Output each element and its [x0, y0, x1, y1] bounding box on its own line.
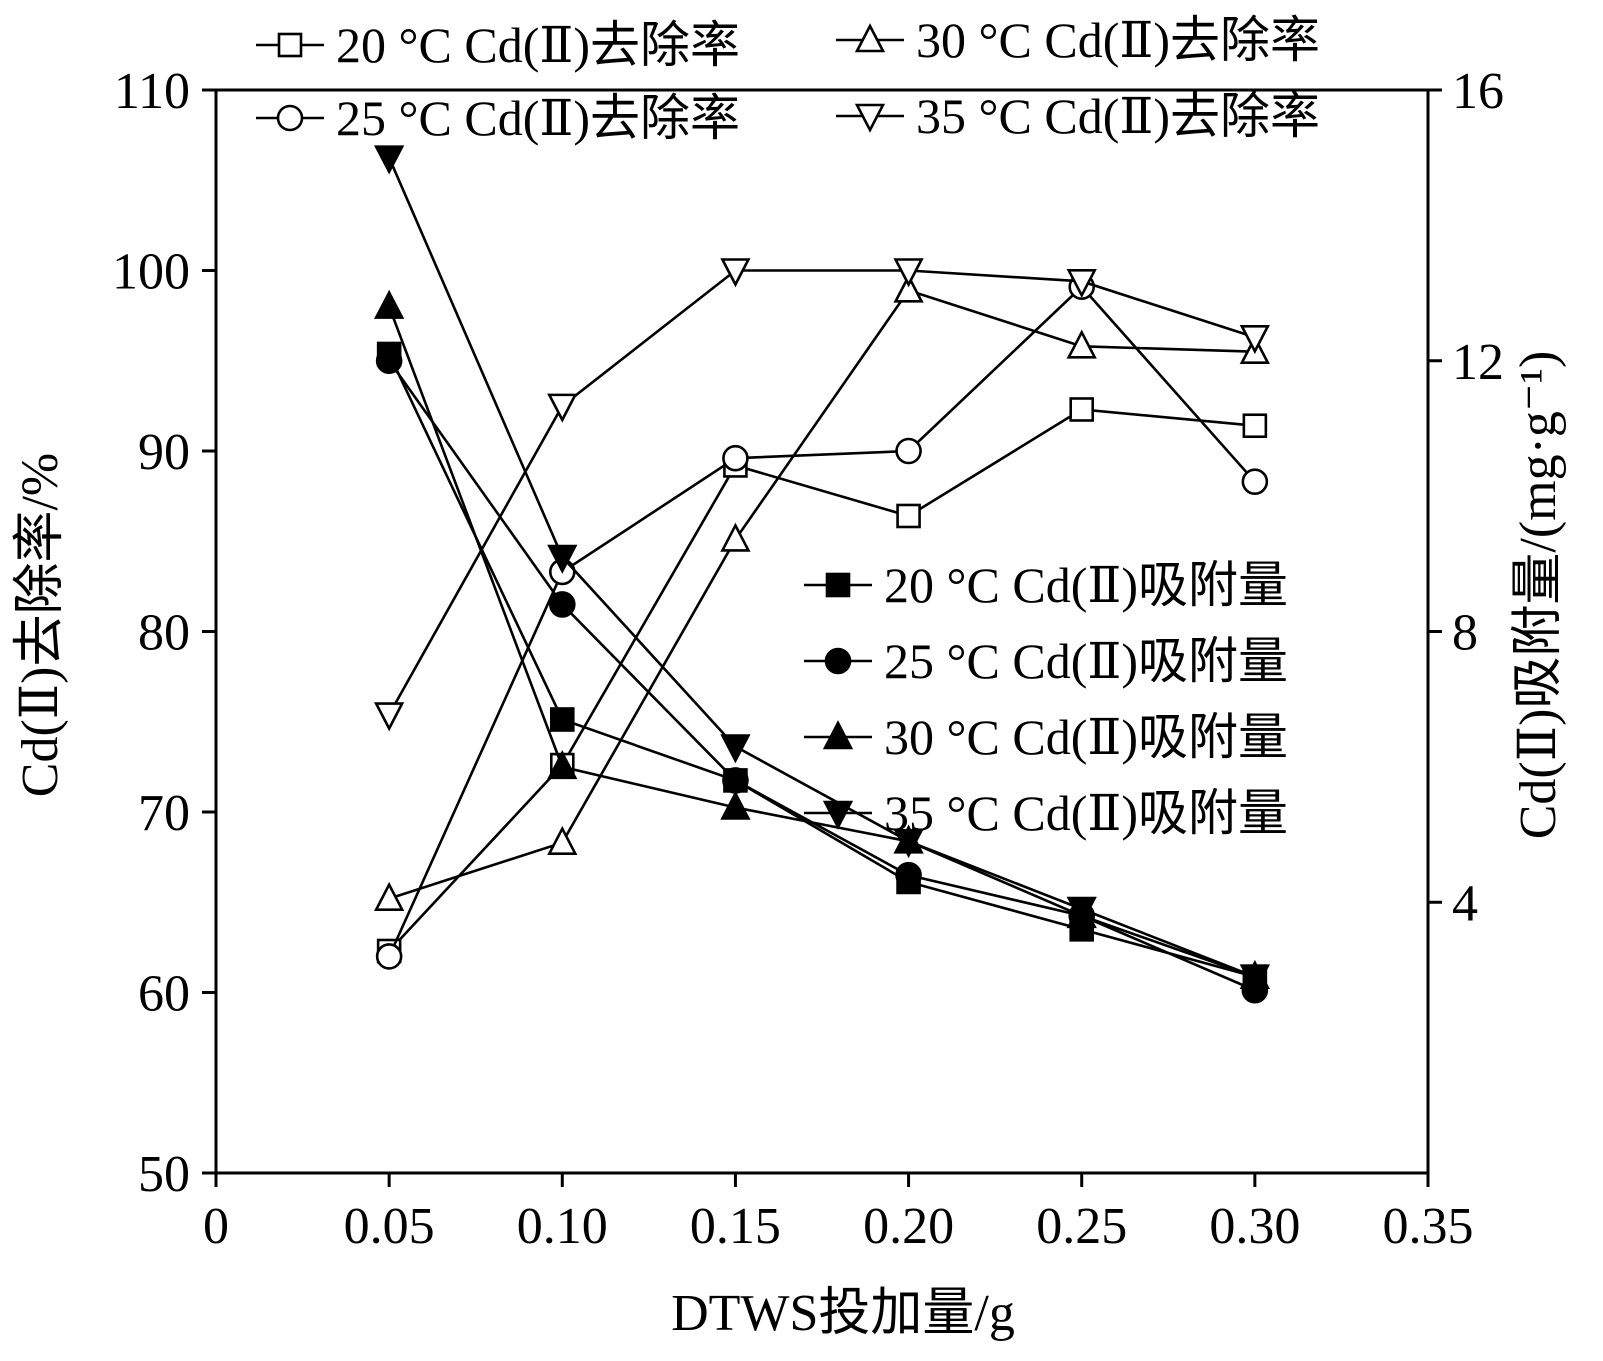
removal-data-point — [895, 437, 922, 465]
legend-label: 20 °C Cd(Ⅱ)吸附量 — [884, 557, 1288, 613]
removal-data-point — [547, 393, 578, 423]
y-right-axis-title: Cd(Ⅱ)吸附量/(mg·g⁻¹) — [1510, 351, 1567, 840]
x-tick-label: 0.10 — [517, 1198, 608, 1255]
removal-data-point — [896, 503, 921, 529]
removal-data-point — [1066, 269, 1097, 299]
legend-label: 30 °C Cd(Ⅱ)吸附量 — [884, 709, 1288, 765]
adsorption-data-point — [374, 145, 405, 175]
adsorption-data-point — [547, 544, 578, 574]
legend-label: 20 °C Cd(Ⅱ)去除率 — [336, 17, 740, 73]
legend-marker — [822, 720, 854, 750]
removal-data-point — [893, 258, 924, 288]
adsorption-data-point — [375, 347, 403, 375]
x-axis-title: DTWS投加量/g — [671, 1285, 1015, 1342]
removal-data-point — [720, 258, 751, 288]
adsorption-data-point — [547, 750, 578, 780]
adsorption-series-line — [387, 157, 1256, 978]
removal-data-point — [1069, 397, 1095, 422]
x-tick-label: 0.15 — [690, 1198, 781, 1255]
legend-marker — [277, 32, 303, 58]
y-left-axis-title: Cd(Ⅱ)去除率/% — [12, 453, 69, 797]
legend-entry-removal-25: 25 °C Cd(Ⅱ)去除率 — [256, 90, 740, 146]
legend-label: 25 °C Cd(Ⅱ)去除率 — [336, 90, 740, 146]
removal-data-point — [374, 702, 405, 732]
removal-data-point — [1239, 324, 1270, 355]
adsorption-data-point — [1239, 964, 1270, 994]
y-right-tick-label: 8 — [1452, 605, 1478, 662]
y-right-tick-label: 16 — [1452, 63, 1504, 120]
axes: 0 0.05 0.10 0.15 0.20 0.25 0.30 0.35 50 60 70 80 90 1… — [112, 63, 1504, 1255]
removal-data-point — [893, 273, 924, 303]
removal-series-3 — [374, 258, 1270, 732]
x-tick-label: 0 — [203, 1198, 229, 1255]
legend-marker — [276, 104, 304, 132]
removal-data-point — [722, 444, 749, 472]
removal-data-point — [1066, 329, 1097, 359]
legend-marker — [854, 103, 886, 133]
x-tick-label: 0.35 — [1383, 1198, 1474, 1255]
removal-series-1 — [375, 273, 1269, 970]
adsorption-series-line — [387, 353, 1256, 978]
y-left-tick-label: 50 — [138, 1146, 190, 1203]
legend-top: 20 °C Cd(Ⅱ)去除率 30 °C Cd(Ⅱ)去除率 25 °C Cd(Ⅱ)去… — [256, 12, 1320, 146]
adsorption-data-point — [893, 829, 924, 859]
x-tick-label: 0.20 — [863, 1198, 954, 1255]
y-right-tick-label: 4 — [1452, 875, 1478, 932]
legend-label: 35 °C Cd(Ⅱ)去除率 — [916, 88, 1320, 144]
adsorption-data-point — [722, 767, 749, 794]
legend-label: 35 °C Cd(Ⅱ)吸附量 — [884, 785, 1288, 841]
legend-marker — [825, 572, 851, 598]
x-tick-label: 0.05 — [344, 1198, 435, 1255]
legend-entry-adsorption-2: 30 °C Cd(Ⅱ)吸附量 — [804, 709, 1288, 765]
removal-series-line — [387, 284, 1256, 957]
legend-entry-adsorption-3: 35 °C Cd(Ⅱ)吸附量 — [804, 785, 1288, 841]
adsorption-data-point — [720, 734, 751, 764]
removal-data-point — [374, 881, 405, 911]
legend-entry-removal-20: 20 °C Cd(Ⅱ)去除率 — [256, 17, 740, 73]
y-right-tick-label: 12 — [1452, 334, 1504, 391]
adsorption-series-3 — [374, 145, 1270, 994]
removal-series-line — [388, 408, 1255, 952]
legend-entry-adsorption-0: 20 °C Cd(Ⅱ)吸附量 — [804, 557, 1288, 613]
adsorption-data-point — [374, 289, 405, 319]
legend-marker — [824, 647, 852, 675]
y-left-tick-label: 90 — [138, 424, 190, 481]
x-tick-label: 0.25 — [1036, 1198, 1127, 1255]
removal-data-point — [547, 825, 578, 855]
legend-entry-removal-35: 35 °C Cd(Ⅱ)去除率 — [836, 88, 1320, 144]
adsorption-data-point — [895, 861, 922, 889]
adsorption-data-point — [548, 591, 576, 618]
legend-inner: 20 °C Cd(Ⅱ)吸附量 25 °C Cd(Ⅱ)吸附量 30 °C Cd(Ⅱ)吸… — [804, 557, 1288, 841]
removal-data-point — [720, 522, 751, 552]
adsorption-series-line — [388, 359, 1256, 992]
removal-series-line — [388, 288, 1255, 900]
adsorption-data-point — [1066, 896, 1097, 926]
adsorption-data-point — [549, 707, 575, 732]
removal-data-point — [1242, 413, 1268, 439]
removal-data-point — [375, 943, 403, 970]
adsorption-series-line — [387, 306, 1256, 978]
y-left-tick-label: 60 — [138, 966, 190, 1023]
legend-label: 25 °C Cd(Ⅱ)吸附量 — [884, 633, 1288, 689]
y-left-tick-label: 80 — [138, 605, 190, 662]
y-left-tick-label: 110 — [114, 63, 190, 120]
removal-data-point — [1241, 468, 1269, 495]
x-tick-label: 0.30 — [1209, 1198, 1300, 1255]
y-left-tick-label: 100 — [112, 244, 190, 301]
adsorption-data-point — [720, 790, 751, 820]
plot-frame — [214, 88, 1430, 1175]
legend-label: 30 °C Cd(Ⅱ)去除率 — [916, 12, 1320, 68]
legend-entry-adsorption-1: 25 °C Cd(Ⅱ)吸附量 — [804, 633, 1288, 689]
removal-series-line — [388, 269, 1256, 716]
legend-marker — [854, 23, 886, 53]
legend-entry-removal-30: 30 °C Cd(Ⅱ)去除率 — [836, 12, 1320, 68]
y-left-tick-label: 70 — [138, 785, 190, 842]
legend-marker — [822, 800, 854, 830]
series-layer — [374, 145, 1270, 1004]
